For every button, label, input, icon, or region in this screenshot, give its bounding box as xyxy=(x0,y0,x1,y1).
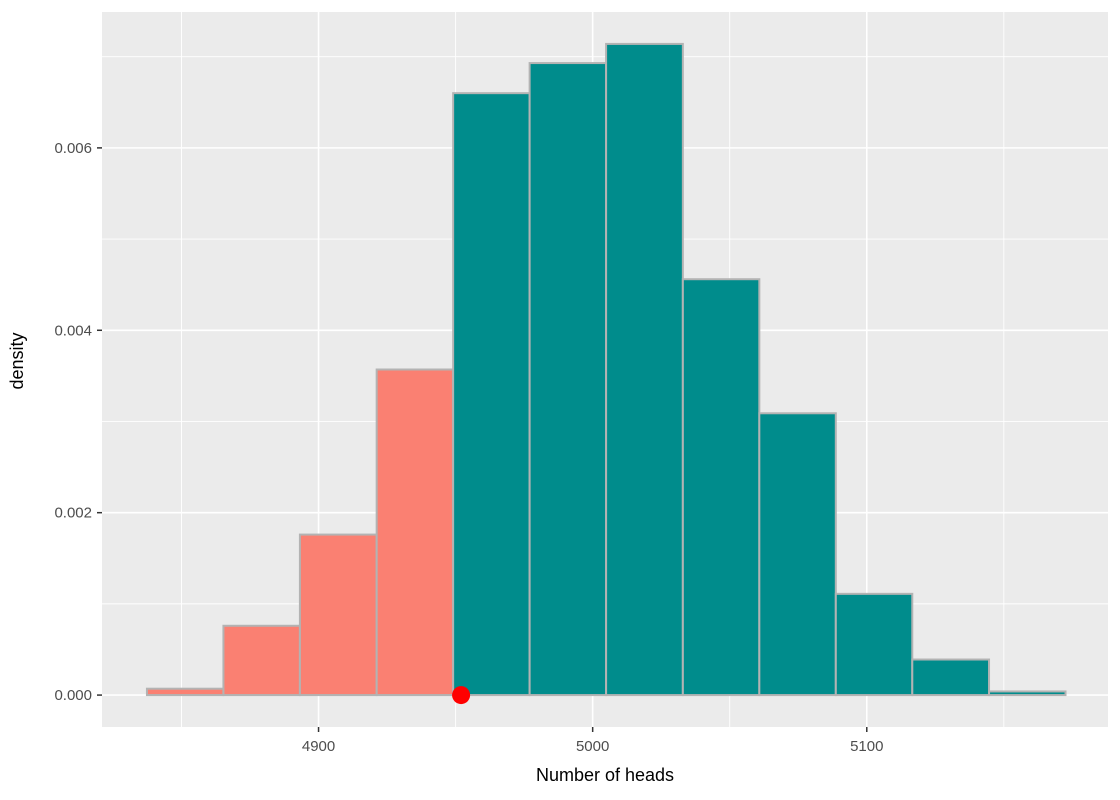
observed-point-layer xyxy=(452,686,471,705)
y-axis-tick-label: 0.006 xyxy=(54,140,92,157)
histogram-bar-above xyxy=(452,92,531,697)
histogram-bar-below xyxy=(222,624,301,697)
histogram-bar-below xyxy=(375,368,455,697)
histogram-bar-above xyxy=(528,62,608,697)
y-axis-title: density xyxy=(7,332,27,389)
histogram-bar-below xyxy=(298,533,378,697)
histogram-bar-below xyxy=(145,687,225,697)
observed-stat-point xyxy=(452,686,471,705)
y-axis-tick-label: 0.002 xyxy=(54,505,92,522)
y-axis-tick-label: 0.004 xyxy=(54,322,92,339)
x-axis-title: Number of heads xyxy=(536,765,674,785)
histogram-bar-above xyxy=(681,278,761,697)
histogram-bar-above xyxy=(834,592,914,697)
x-axis-tick-label: 5000 xyxy=(576,738,609,755)
axis-ticks-layer: 4900 5000 5100 0.000 0.002 0.004 0.006 xyxy=(54,140,883,755)
y-axis-tick-label: 0.000 xyxy=(54,687,92,704)
x-axis-tick-label: 5100 xyxy=(850,738,883,755)
x-axis-tick-label: 4900 xyxy=(302,738,335,755)
histogram-bar-above xyxy=(605,42,684,697)
histogram-bar-above xyxy=(988,690,1067,697)
histogram-bars-layer xyxy=(145,42,1067,697)
histogram-bar-above xyxy=(758,412,837,697)
histogram-bar-above xyxy=(911,658,991,697)
